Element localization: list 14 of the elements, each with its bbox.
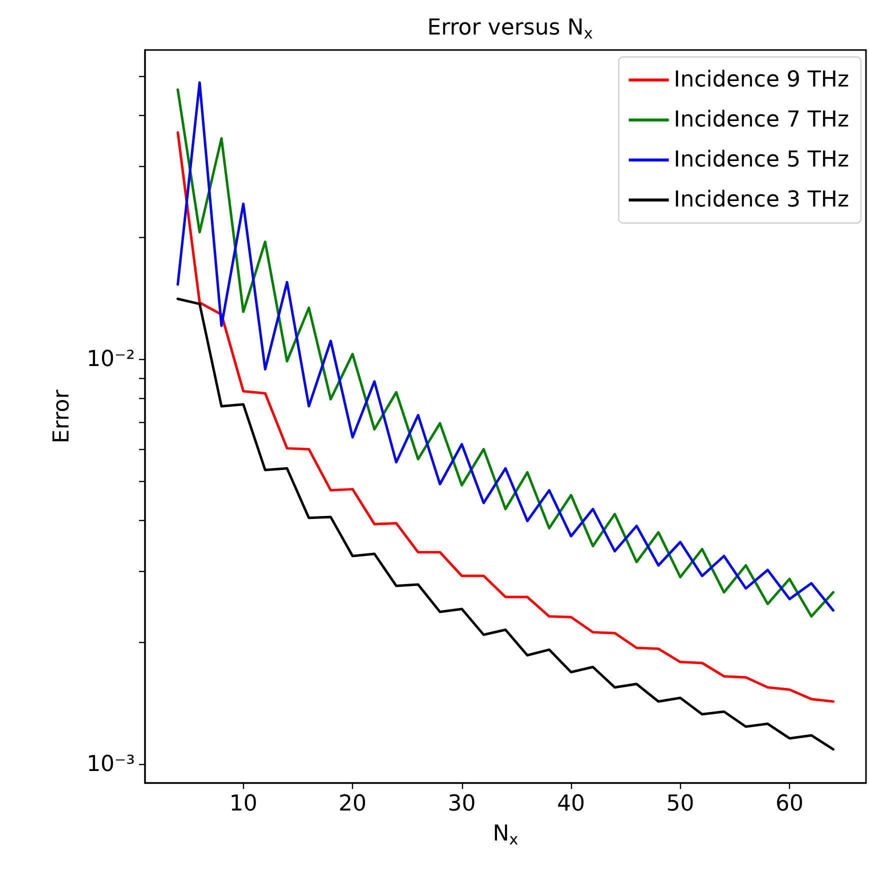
y-tick-label: 10⁻³ — [86, 752, 135, 777]
y-axis-title: Error — [50, 388, 74, 444]
legend-label: Incidence 9 THz — [674, 68, 850, 92]
x-tick-label: 30 — [448, 792, 476, 816]
line-series — [176, 298, 834, 751]
legend-label: Incidence 5 THz — [674, 148, 850, 172]
x-tick-label: 60 — [776, 792, 804, 816]
x-tick-label: 50 — [666, 792, 694, 816]
x-tick-label: 20 — [338, 792, 367, 816]
legend-label: Incidence 7 THz — [674, 108, 850, 132]
y-tick-label: 10⁻² — [86, 346, 135, 372]
legend-label: Incidence 3 THz — [674, 188, 850, 212]
x-tick-label: 10 — [229, 792, 258, 816]
x-tick-label: 40 — [557, 792, 586, 816]
